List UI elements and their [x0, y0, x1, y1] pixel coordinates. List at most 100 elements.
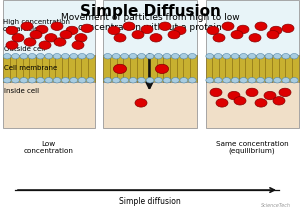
Bar: [3, 0, 94, 55]
Circle shape: [39, 41, 51, 49]
Text: Same concentration
(equilibrium): Same concentration (equilibrium): [216, 141, 288, 154]
Text: High concentration
of particles: High concentration of particles: [3, 19, 70, 32]
Circle shape: [172, 54, 179, 59]
Text: Outside cell: Outside cell: [4, 46, 46, 52]
Circle shape: [6, 41, 18, 49]
Circle shape: [123, 22, 135, 30]
Circle shape: [207, 26, 219, 35]
Circle shape: [6, 26, 18, 35]
Text: Movement of particles from high to low
concentration without a protein: Movement of particles from high to low c…: [61, 13, 239, 32]
Bar: [103, 55, 196, 82]
Circle shape: [61, 54, 69, 59]
Circle shape: [279, 88, 291, 97]
Text: Simple Diffusion: Simple Diffusion: [80, 4, 220, 19]
Circle shape: [256, 54, 264, 59]
Circle shape: [70, 77, 78, 83]
Circle shape: [129, 54, 137, 59]
Circle shape: [20, 54, 28, 59]
Circle shape: [255, 22, 267, 30]
Circle shape: [248, 54, 256, 59]
Circle shape: [78, 54, 86, 59]
Circle shape: [150, 34, 162, 42]
Circle shape: [112, 77, 120, 83]
Circle shape: [206, 77, 214, 83]
Circle shape: [21, 22, 33, 30]
Circle shape: [216, 99, 228, 107]
Circle shape: [290, 54, 298, 59]
Circle shape: [174, 26, 186, 35]
Text: Cell membrane: Cell membrane: [4, 65, 58, 71]
Circle shape: [121, 54, 128, 59]
Circle shape: [213, 34, 225, 42]
Circle shape: [255, 99, 267, 107]
Circle shape: [265, 54, 273, 59]
Circle shape: [240, 54, 248, 59]
Circle shape: [72, 41, 84, 49]
Circle shape: [231, 30, 243, 39]
Circle shape: [86, 77, 94, 83]
Circle shape: [172, 77, 179, 83]
Circle shape: [240, 77, 248, 83]
Text: Inside cell: Inside cell: [4, 88, 40, 94]
Bar: [3, 82, 94, 128]
Circle shape: [222, 22, 234, 30]
Circle shape: [256, 77, 264, 83]
Bar: [206, 55, 298, 82]
Circle shape: [141, 25, 153, 34]
Circle shape: [264, 91, 276, 100]
Circle shape: [3, 54, 11, 59]
Circle shape: [54, 38, 66, 46]
Circle shape: [290, 77, 298, 83]
Circle shape: [206, 54, 214, 59]
Circle shape: [159, 22, 171, 30]
Circle shape: [121, 77, 128, 83]
Bar: [3, 55, 94, 82]
Circle shape: [37, 77, 44, 83]
Circle shape: [234, 97, 246, 105]
Circle shape: [188, 54, 196, 59]
Circle shape: [12, 34, 24, 42]
Circle shape: [265, 77, 273, 83]
Circle shape: [223, 77, 230, 83]
Circle shape: [24, 38, 36, 46]
Circle shape: [75, 34, 87, 42]
Circle shape: [163, 54, 171, 59]
Circle shape: [282, 24, 294, 33]
Circle shape: [180, 77, 188, 83]
Circle shape: [70, 54, 78, 59]
Circle shape: [146, 54, 154, 59]
Circle shape: [249, 34, 261, 42]
Circle shape: [30, 30, 42, 39]
Circle shape: [45, 77, 53, 83]
Circle shape: [138, 77, 146, 83]
Circle shape: [274, 77, 281, 83]
Circle shape: [51, 22, 63, 30]
Circle shape: [146, 77, 154, 83]
Circle shape: [267, 30, 279, 39]
Text: Simple diffusion: Simple diffusion: [119, 197, 181, 206]
Circle shape: [223, 54, 230, 59]
Circle shape: [135, 99, 147, 107]
Circle shape: [231, 54, 239, 59]
Circle shape: [274, 54, 281, 59]
Circle shape: [210, 88, 222, 97]
Circle shape: [12, 54, 20, 59]
Circle shape: [86, 54, 94, 59]
Circle shape: [270, 26, 282, 35]
Circle shape: [104, 54, 112, 59]
Circle shape: [154, 54, 162, 59]
Circle shape: [113, 64, 127, 74]
Circle shape: [28, 77, 36, 83]
Circle shape: [237, 25, 249, 34]
Circle shape: [228, 91, 240, 100]
Circle shape: [180, 54, 188, 59]
Circle shape: [81, 24, 93, 33]
Circle shape: [114, 34, 126, 42]
Circle shape: [45, 54, 53, 59]
Circle shape: [53, 77, 61, 83]
Circle shape: [129, 77, 137, 83]
Text: Low
concentration: Low concentration: [24, 141, 74, 154]
Circle shape: [28, 54, 36, 59]
Circle shape: [45, 34, 57, 42]
Circle shape: [282, 77, 290, 83]
